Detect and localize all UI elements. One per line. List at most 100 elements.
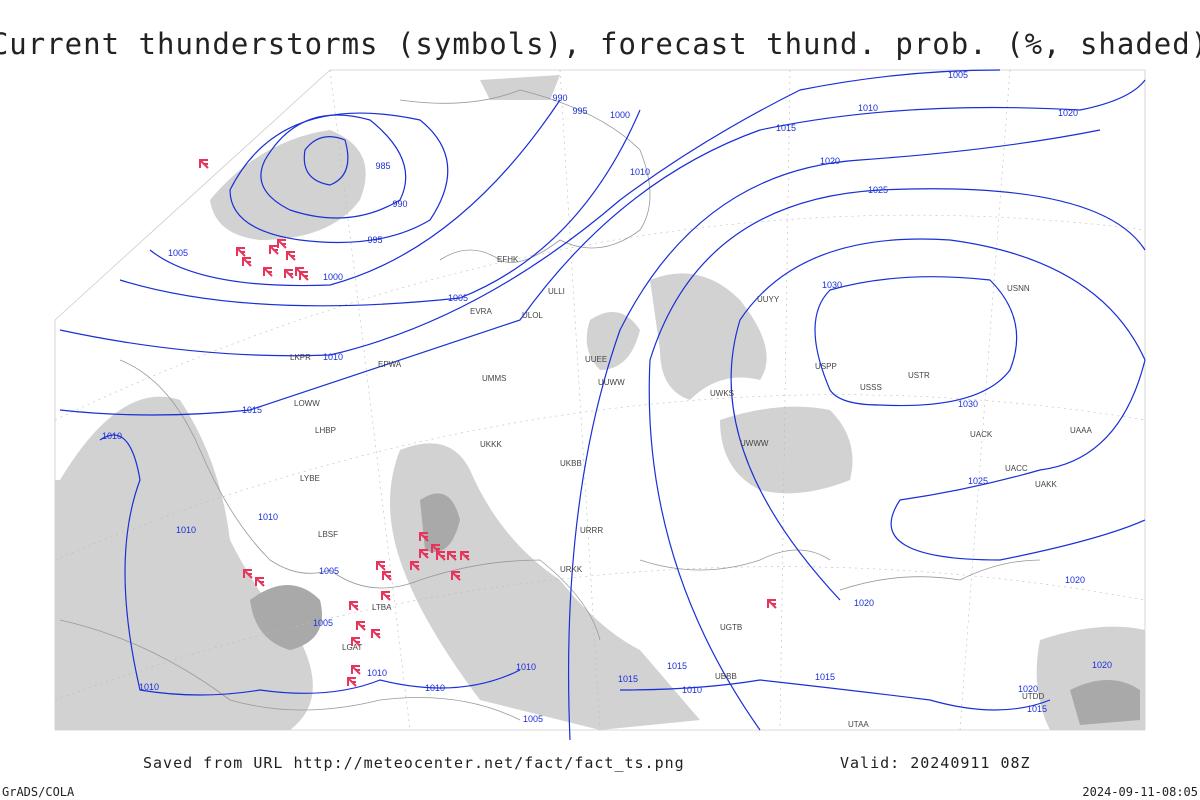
station-label: LKPR [290, 353, 311, 362]
storm-symbol [351, 637, 361, 647]
station-label: URRR [580, 526, 603, 535]
isobar-label: 1020 [1058, 108, 1078, 118]
station-label: LOWW [294, 399, 320, 408]
isobars [59, 69, 1146, 741]
storm-symbol [236, 247, 246, 257]
station-label: UTDD [1022, 692, 1044, 701]
station-label: UACC [1005, 464, 1028, 473]
isobar-label: 1005 [168, 248, 188, 258]
isobar-label: 1005 [448, 293, 468, 303]
isobar-label: 985 [375, 161, 390, 171]
isobar-label: 1020 [854, 598, 874, 608]
isobar-label: 1005 [948, 70, 968, 80]
storm-symbol [284, 269, 294, 279]
isobar-label: 990 [392, 199, 407, 209]
valid-time: Valid: 20240911 08Z [840, 754, 1031, 772]
station-label: LHBP [315, 426, 336, 435]
isobar-label: 1015 [618, 674, 638, 684]
station-label: EFHK [497, 255, 519, 264]
isobar-label: 1000 [610, 110, 630, 120]
storm-symbol [349, 601, 359, 611]
station-label: USPP [815, 362, 837, 371]
station-label: UUYY [757, 295, 780, 304]
isobar-label: 1010 [858, 103, 878, 113]
coastlines [59, 89, 1041, 721]
isobar-label: 1010 [630, 167, 650, 177]
map-area: 990 995 1000 1005 1010 1020 1015 1020 1025 985 990… [54, 69, 1146, 741]
station-label: LTBA [372, 603, 392, 612]
timestamp: 2024-09-11-08:05 [1082, 785, 1198, 799]
isobar-label: 1015 [1027, 704, 1047, 714]
station-label: UUEE [585, 355, 607, 364]
isobar-label: 1025 [968, 476, 988, 486]
station-label: UBBB [715, 672, 737, 681]
station-label: UAAA [1070, 426, 1092, 435]
isobar-label: 995 [572, 106, 587, 116]
shading [55, 75, 1145, 730]
station-label: LBSF [318, 530, 338, 539]
thunderstorm-symbols [199, 159, 777, 687]
station-label: EVRA [470, 307, 492, 316]
isobar-label: 1020 [820, 156, 840, 166]
storm-symbol [299, 271, 309, 281]
storm-symbol [382, 571, 392, 581]
storm-symbol [255, 577, 265, 587]
graticule [54, 69, 1146, 731]
isobar-label: 1010 [323, 352, 343, 362]
storm-symbol [243, 569, 253, 579]
isobar-label: 995 [367, 235, 382, 245]
source-url: Saved from URL http://meteocenter.net/fa… [143, 754, 685, 772]
isobar-label: 1005 [313, 618, 333, 628]
station-label: LGAT [342, 643, 362, 652]
isobar-label: 1015 [242, 405, 262, 415]
storm-symbol [242, 257, 252, 267]
station-label: EPWA [378, 360, 402, 369]
storm-symbol [371, 629, 381, 639]
shading-dark [250, 493, 1140, 725]
station-label: USSS [860, 383, 882, 392]
storm-symbol [199, 159, 209, 169]
isobar-label: 1005 [523, 714, 543, 724]
station-label: UGTB [720, 623, 742, 632]
storm-symbol [436, 551, 446, 561]
storm-symbol [351, 665, 361, 675]
station-label: UUWW [598, 378, 625, 387]
station-label: UMMS [482, 374, 506, 383]
isobar-label: 1010 [425, 683, 445, 693]
isobar-label: 1030 [958, 399, 978, 409]
station-label: UKBB [560, 459, 582, 468]
station-label: LYBE [300, 474, 320, 483]
isobar-label: 1000 [323, 272, 343, 282]
credit: GrADS/COLA [2, 785, 75, 799]
isobar-label: 1020 [1065, 575, 1085, 585]
isobar-label: 1010 [102, 431, 122, 441]
storm-symbol [410, 561, 420, 571]
storm-symbol [460, 551, 470, 561]
isobar-label: 1010 [682, 685, 702, 695]
station-label: URKK [560, 565, 583, 574]
storm-symbol [269, 245, 279, 255]
station-label: ULLI [548, 287, 565, 296]
isobar-label: 1030 [822, 280, 842, 290]
storm-symbol [451, 571, 461, 581]
storm-symbol [376, 561, 386, 571]
isobar-label: 1015 [667, 661, 687, 671]
storm-symbol [347, 677, 357, 687]
storm-symbol [381, 591, 391, 601]
isobar-label: 1010 [516, 662, 536, 672]
storm-symbol [356, 621, 366, 631]
storm-symbol [419, 532, 429, 542]
isobar-label: 1025 [868, 185, 888, 195]
storm-symbol [419, 549, 429, 559]
isobar-label: 1015 [815, 672, 835, 682]
isobar-labels: 990 995 1000 1005 1010 1020 1015 1020 1025 985 990… [102, 70, 1112, 724]
storm-symbol [286, 251, 296, 261]
isobar-label: 990 [552, 93, 567, 103]
storm-symbol [447, 551, 457, 561]
station-labels: EFHK ULLI EVRA ULOL UUEE UUWW UWKS UWWW UUYY USSS… [290, 255, 1092, 729]
station-label: UTAA [848, 720, 869, 729]
isobar-label: 1020 [1018, 684, 1038, 694]
map-title: Current thunderstorms (symbols), forecas… [0, 27, 1200, 61]
isobar-label: 1010 [139, 682, 159, 692]
